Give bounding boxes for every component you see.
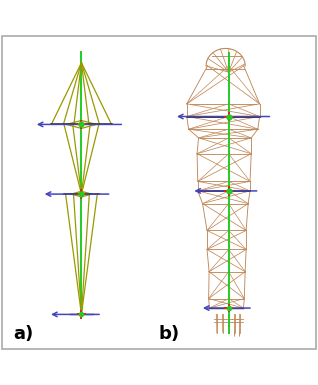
Text: b): b) (159, 325, 180, 343)
FancyBboxPatch shape (2, 36, 316, 349)
Text: a): a) (13, 325, 34, 343)
